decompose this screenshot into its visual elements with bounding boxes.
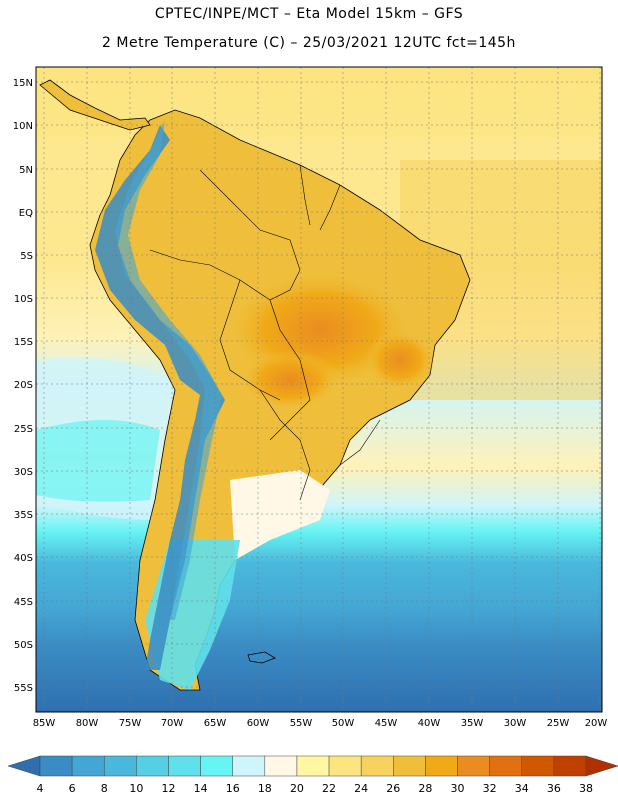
colorbar-swatch <box>328 755 362 777</box>
colorbar-tick-label: 6 <box>69 782 76 795</box>
lon-label: 60W <box>247 718 270 729</box>
colorbar-swatch <box>553 755 587 777</box>
latitude-labels: 15N 10N 5N EQ 5S 10S 15S 20S 25S 30S 35S… <box>13 78 33 694</box>
colorbar-swatch <box>200 755 233 777</box>
pacific-cold-patch <box>36 420 160 502</box>
lon-label: 55W <box>290 718 313 729</box>
map-title-line1: CPTEC/INPE/MCT – Eta Model 15km – GFS <box>154 6 464 22</box>
graticule <box>36 67 602 712</box>
map-plot-area <box>36 67 602 712</box>
lon-label: 20W <box>585 718 608 729</box>
colorbar-swatch <box>71 755 105 777</box>
colorbar-tick-label: 24 <box>354 782 368 795</box>
colorbar-swatch <box>296 755 330 777</box>
lat-label: 25S <box>14 424 33 435</box>
lon-label: 45W <box>375 718 398 729</box>
falkland-islands <box>247 651 276 664</box>
colorbar-tick-label: 4 <box>37 782 44 795</box>
colorbar-swatch <box>39 755 73 777</box>
lat-label: 15N <box>13 78 33 89</box>
map-title-line2: 2 Metre Temperature (C) – 25/03/2021 12U… <box>102 35 516 51</box>
colorbar-tick-label: 22 <box>322 782 336 795</box>
lat-label: 40S <box>14 553 33 564</box>
colorbar-tick-label: 28 <box>418 782 432 795</box>
colorbar-swatch <box>264 755 298 777</box>
longitude-labels: 85W 80W 75W 70W 65W 60W 55W 50W 45W 40W … <box>33 718 608 729</box>
colorbar-tick-label: 20 <box>290 782 304 795</box>
lat-label: 10N <box>13 121 33 132</box>
lat-label: 5S <box>20 251 33 262</box>
lon-label: 40W <box>418 718 441 729</box>
colorbar-swatch <box>360 755 394 777</box>
lat-label: 30S <box>14 467 33 478</box>
colorbar-swatch <box>103 755 137 777</box>
temperature-colorbar: 4 6 8 10 12 14 16 18 20 22 24 26 28 30 32 34 36 38 <box>7 755 618 795</box>
colorbar-tick-label: 10 <box>129 782 143 795</box>
andes-foothills <box>115 120 222 620</box>
lat-label: 55S <box>14 683 33 694</box>
colorbar-swatch <box>489 755 523 777</box>
lon-label: 30W <box>504 718 527 729</box>
lat-label: 35S <box>14 510 33 521</box>
colorbar-tick-label: 16 <box>226 782 240 795</box>
colorbar-tick-label: 34 <box>515 782 529 795</box>
colorbar-tick-label: 18 <box>258 782 272 795</box>
lon-label: 70W <box>161 718 184 729</box>
lat-label: 10S <box>14 294 33 305</box>
lon-label: 35W <box>461 718 484 729</box>
lon-label: 85W <box>33 718 56 729</box>
colorbar-swatch <box>136 755 169 777</box>
lat-label: 15S <box>14 337 33 348</box>
colorbar-tick-label: 38 <box>579 782 593 795</box>
lat-label: 20S <box>14 380 33 391</box>
colorbar-swatch <box>521 755 555 777</box>
southern-cone-mild <box>230 470 330 560</box>
colorbar-right-arrow <box>585 755 618 777</box>
lat-label: EQ <box>19 208 33 219</box>
lon-label: 80W <box>76 718 99 729</box>
colorbar-swatch <box>393 755 426 777</box>
lon-label: 50W <box>332 718 355 729</box>
lat-label: 45S <box>14 597 33 608</box>
lat-label: 50S <box>14 640 33 651</box>
hot-minas-core <box>365 330 435 390</box>
colorbar-tick-label: 30 <box>451 782 465 795</box>
central-america-landmass <box>39 79 151 131</box>
lat-label: 5N <box>19 165 33 176</box>
colorbar-tick-label: 26 <box>386 782 400 795</box>
colorbar-swatch <box>425 755 458 777</box>
colorbar-tick-label: 36 <box>547 782 561 795</box>
colorbar-swatch <box>168 755 201 777</box>
map-frame <box>35 66 603 713</box>
lon-label: 65W <box>204 718 227 729</box>
lon-label: 25W <box>547 718 570 729</box>
colorbar-swatch <box>232 755 266 777</box>
lon-label: 75W <box>119 718 142 729</box>
colorbar-tick-label: 12 <box>161 782 175 795</box>
hot-pantanal-core <box>240 350 340 410</box>
colorbar-swatch <box>457 755 490 777</box>
colorbar-left-arrow <box>7 755 41 777</box>
country-borders <box>149 164 381 501</box>
colorbar-tick-label: 14 <box>194 782 208 795</box>
colorbar-tick-label: 8 <box>101 782 108 795</box>
colorbar-tick-label: 32 <box>483 782 497 795</box>
